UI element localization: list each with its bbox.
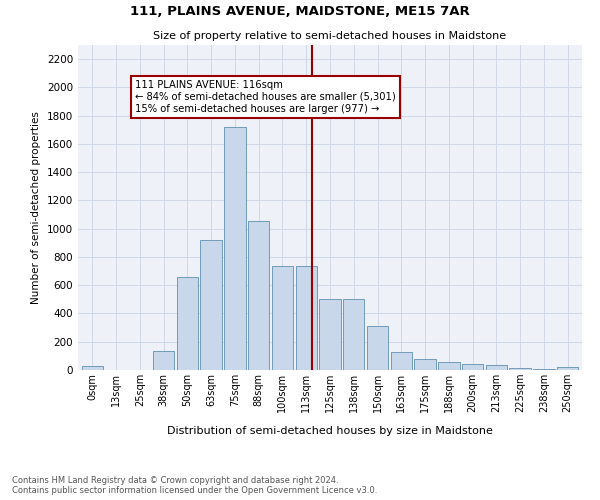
Bar [82,366,103,370]
Bar [343,300,364,370]
Bar [391,352,412,370]
Bar [200,240,222,370]
Bar [224,127,245,370]
Bar [438,362,460,370]
Bar [462,364,484,370]
Bar [296,266,317,370]
Bar [533,368,554,370]
Y-axis label: Number of semi-detached properties: Number of semi-detached properties [31,111,41,304]
Bar [272,266,293,370]
Text: Contains HM Land Registry data © Crown copyright and database right 2024.
Contai: Contains HM Land Registry data © Crown c… [12,476,377,495]
Title: Size of property relative to semi-detached houses in Maidstone: Size of property relative to semi-detach… [154,32,506,42]
Bar [153,351,174,370]
Text: 111 PLAINS AVENUE: 116sqm
← 84% of semi-detached houses are smaller (5,301)
15% : 111 PLAINS AVENUE: 116sqm ← 84% of semi-… [135,80,396,114]
Text: 111, PLAINS AVENUE, MAIDSTONE, ME15 7AR: 111, PLAINS AVENUE, MAIDSTONE, ME15 7AR [130,5,470,18]
Bar [557,367,578,370]
Bar [248,221,269,370]
Bar [415,360,436,370]
Bar [486,365,507,370]
X-axis label: Distribution of semi-detached houses by size in Maidstone: Distribution of semi-detached houses by … [167,426,493,436]
Bar [367,326,388,370]
Bar [319,300,341,370]
Bar [509,368,531,370]
Bar [176,276,198,370]
